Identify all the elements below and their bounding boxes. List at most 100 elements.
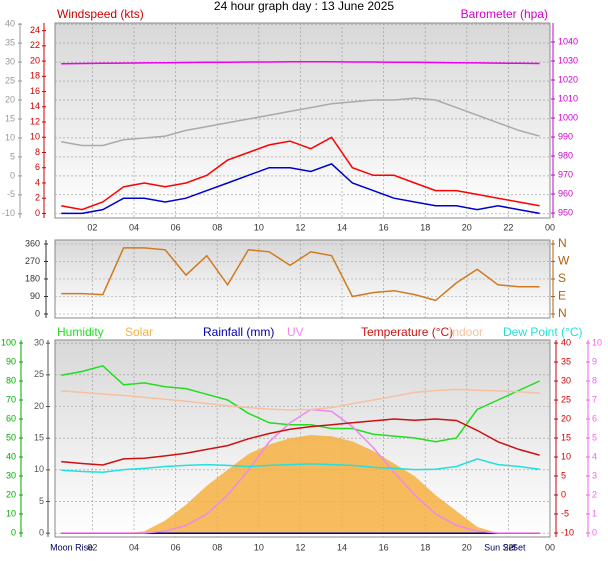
tick-label: -10 — [561, 527, 574, 537]
x-tick-label: 12 — [295, 222, 305, 232]
series-area — [61, 435, 540, 534]
legend-entry: Solar — [125, 325, 153, 339]
legend-entry: Temperature (°C) — [361, 325, 453, 339]
tick-label: 10 — [34, 464, 44, 474]
tick-label: 0 — [35, 308, 40, 318]
tick-label: 1000 — [558, 112, 578, 122]
x-tick-label: 04 — [129, 542, 139, 552]
tick-label: 2 — [35, 193, 40, 203]
tick-label: 90 — [6, 356, 16, 366]
x-tick-label: 04 — [129, 222, 139, 232]
tick-label: 2 — [592, 489, 597, 499]
x-tick-label: 06 — [171, 542, 181, 552]
tick-label: 20 — [6, 489, 16, 499]
tick-label: 80 — [6, 375, 16, 385]
x-tick-label: 02 — [87, 222, 97, 232]
tick-label: 6 — [592, 413, 597, 423]
tick-label: 270 — [25, 256, 40, 266]
legend-entry: Indoor — [449, 325, 483, 339]
tick-label: 30 — [34, 338, 44, 348]
tick-label: 10 — [5, 132, 15, 142]
tick-label: N — [558, 236, 567, 250]
x-tick-label: 08 — [212, 222, 222, 232]
x-tick-label: 06 — [171, 222, 181, 232]
x-tick-label: 16 — [379, 222, 389, 232]
x-tick-label: 22 — [503, 222, 513, 232]
annotation: Sun Set — [484, 542, 517, 552]
y-axis-title: Windspeed (kts) — [57, 7, 144, 21]
tick-label: N — [558, 306, 567, 320]
tick-label: 0 — [10, 170, 15, 180]
tick-label: 70 — [6, 394, 16, 404]
tick-label: 960 — [558, 188, 573, 198]
tick-label: 4 — [35, 177, 40, 187]
series-line — [61, 61, 540, 65]
tick-label: -5 — [561, 508, 569, 518]
tick-label: 3 — [592, 470, 597, 480]
tick-label: 40 — [5, 19, 15, 29]
x-tick-label: 14 — [337, 542, 347, 552]
x-tick-label: 00 — [545, 542, 555, 552]
x-tick-label: 00 — [545, 222, 555, 232]
tick-label: 15 — [561, 432, 571, 442]
legend-entry: UV — [287, 325, 304, 339]
tick-label: 0 — [11, 527, 16, 537]
tick-label: 90 — [30, 291, 40, 301]
series-line — [61, 97, 540, 147]
x-tick-label: 10 — [254, 222, 264, 232]
series-line — [61, 247, 540, 302]
tick-label: 6 — [35, 162, 40, 172]
series-line — [61, 364, 540, 443]
tick-label: 40 — [561, 337, 571, 347]
tick-label: -5 — [7, 189, 15, 199]
x-tick-label: 10 — [254, 542, 264, 552]
x-tick-label: 08 — [212, 542, 222, 552]
tick-label: 20 — [34, 401, 44, 411]
legend-entry: Dew Point (°C) — [503, 325, 582, 339]
tick-label: 35 — [5, 37, 15, 47]
tick-label: 25 — [561, 394, 571, 404]
tick-label: 20 — [30, 55, 40, 65]
tick-label: 35 — [561, 356, 571, 366]
tick-label: 15 — [5, 113, 15, 123]
series-line — [61, 136, 540, 211]
x-tick-label: 20 — [462, 222, 472, 232]
tick-label: 1040 — [558, 36, 578, 46]
x-tick-label: 18 — [420, 222, 430, 232]
tick-label: 50 — [6, 432, 16, 442]
legend-entry: Rainfall (mm) — [203, 325, 274, 339]
tick-label: 8 — [592, 375, 597, 385]
series-line — [61, 388, 540, 411]
plot-area — [54, 239, 551, 319]
tick-label: 980 — [558, 150, 573, 160]
tick-label: 1020 — [558, 74, 578, 84]
x-tick-label: 18 — [420, 542, 430, 552]
tick-label: 12 — [30, 116, 40, 126]
tick-label: 9 — [592, 356, 597, 366]
tick-label: 0 — [592, 527, 597, 537]
tick-label: 0 — [561, 489, 566, 499]
tick-label: 22 — [30, 40, 40, 50]
tick-label: 40 — [6, 451, 16, 461]
y2-axis-title: Barometer (hpa) — [461, 7, 548, 21]
plot-area — [54, 22, 551, 219]
tick-label: 100 — [1, 337, 16, 347]
series-line — [61, 408, 540, 534]
x-tick-label: 02 — [87, 542, 97, 552]
tick-label: 1010 — [558, 93, 578, 103]
x-tick-label: 22 — [503, 542, 513, 552]
tick-label: 10 — [6, 508, 16, 518]
tick-label: 30 — [6, 470, 16, 480]
tick-label: W — [558, 254, 570, 268]
series-line — [61, 163, 540, 215]
tick-label: 60 — [6, 413, 16, 423]
tick-label: 0 — [39, 528, 44, 538]
tick-label: 30 — [561, 375, 571, 385]
tick-label: 8 — [35, 147, 40, 157]
chart-title: 24 hour graph day : 13 June 2025 — [214, 0, 394, 13]
tick-label: 30 — [5, 56, 15, 66]
tick-label: 25 — [34, 369, 44, 379]
tick-label: 950 — [558, 207, 573, 217]
tick-label: 24 — [30, 25, 40, 35]
